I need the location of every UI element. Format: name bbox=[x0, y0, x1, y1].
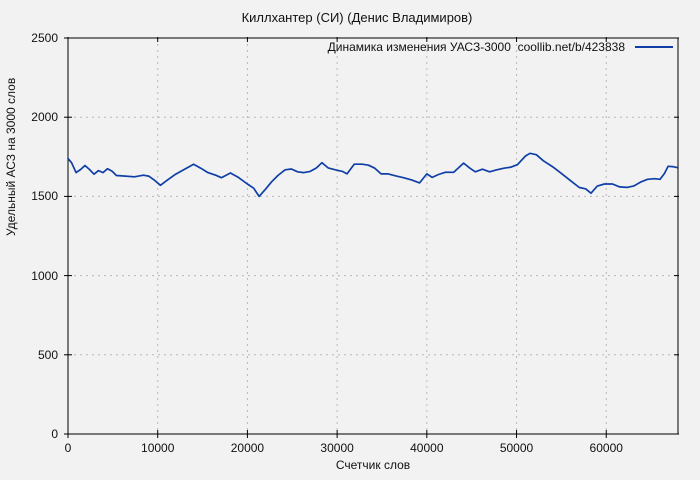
y-tick-label: 1500 bbox=[31, 189, 58, 204]
y-tick-label: 2000 bbox=[31, 110, 58, 125]
x-tick-label: 20000 bbox=[230, 441, 265, 455]
chart-title: Киллхантер (СИ) (Денис Владимиров) bbox=[241, 10, 473, 25]
y-tick-label: 500 bbox=[37, 347, 58, 362]
legend-line-sample bbox=[635, 46, 673, 48]
x-tick-label: 0 bbox=[64, 441, 72, 455]
y-tick-label: 2500 bbox=[31, 31, 58, 45]
legend: Динамика изменения УАСЗ-3000 coollib.net… bbox=[328, 40, 674, 54]
x-tick-label: 40000 bbox=[410, 441, 444, 455]
x-tick-label: 10000 bbox=[141, 441, 175, 455]
legend-label: Динамика изменения УАСЗ-3000 coollib.net… bbox=[327, 40, 625, 54]
x-tick-label: 30000 bbox=[320, 441, 354, 455]
x-axis-label: Счетчик слов bbox=[335, 458, 411, 472]
x-tick-label: 60000 bbox=[589, 441, 623, 455]
y-tick-label: 0 bbox=[51, 427, 58, 441]
y-tick-label: 1000 bbox=[31, 268, 58, 283]
x-tick-label: 50000 bbox=[499, 441, 534, 455]
